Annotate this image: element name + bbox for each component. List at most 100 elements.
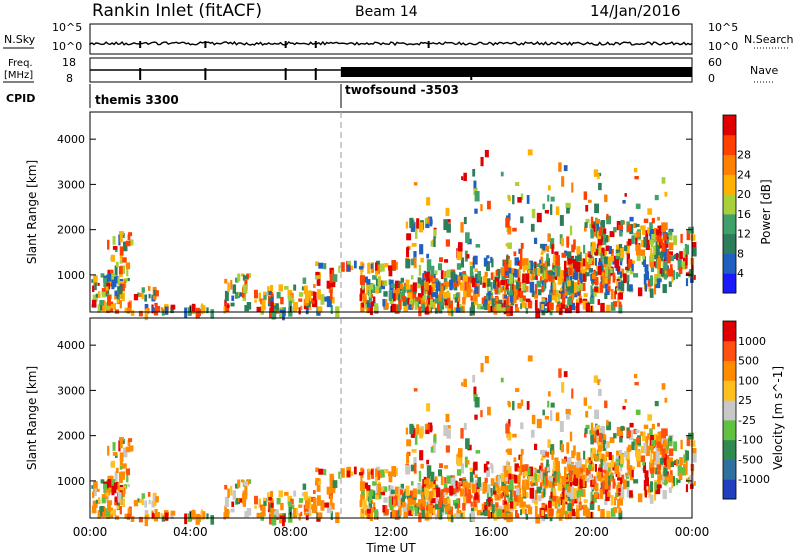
range-cell: [453, 513, 458, 518]
range-cell: [360, 494, 365, 501]
range-cell: [388, 266, 393, 277]
range-cell: [536, 280, 542, 288]
range-cell: [428, 491, 432, 501]
range-cell: [449, 485, 454, 496]
range-cell: [433, 229, 437, 239]
range-cell: [269, 490, 274, 498]
range-cell: [575, 298, 579, 306]
colorbar-segment: [723, 174, 736, 195]
range-cell: [210, 515, 215, 525]
range-cell: [566, 457, 572, 465]
range-cell: [243, 275, 248, 280]
range-cell: [141, 497, 144, 506]
range-cell: [372, 481, 377, 486]
range-cell: [558, 513, 563, 521]
range-cell: [464, 486, 467, 497]
range-cell: [650, 445, 654, 454]
range-cell: [563, 466, 567, 477]
range-cell: [375, 495, 380, 500]
range-cell: [595, 271, 598, 276]
range-cell: [556, 471, 560, 483]
range-cell: [662, 284, 667, 294]
range-cell: [353, 466, 357, 475]
range-cell: [401, 492, 406, 499]
range-cell: [206, 513, 209, 520]
range-cell: [643, 424, 649, 429]
range-cell: [368, 288, 372, 298]
range-cell: [399, 299, 402, 310]
range-cell: [590, 434, 594, 445]
range-cell: [529, 480, 533, 485]
range-cell: [487, 200, 491, 210]
range-cell: [151, 512, 155, 518]
range-cell: [416, 218, 420, 229]
range-cell: [414, 462, 417, 474]
range-cell: [569, 255, 574, 260]
range-cell: [330, 281, 336, 288]
range-cell: [369, 306, 373, 316]
range-cell: [353, 260, 357, 269]
range-cell: [396, 493, 400, 502]
range-cell: [358, 266, 364, 270]
range-cell: [597, 265, 602, 275]
range-cell: [122, 463, 127, 469]
range-cell: [378, 287, 382, 293]
range-cell: [577, 251, 582, 262]
range-cell: [540, 251, 544, 255]
range-cell: [541, 304, 545, 311]
range-cell: [106, 488, 111, 496]
range-cell: [506, 296, 509, 307]
range-cell: [500, 377, 504, 383]
range-cell: [547, 194, 550, 202]
range-cell: [652, 467, 656, 473]
range-cell: [620, 280, 625, 291]
range-cell: [105, 492, 109, 497]
range-cell: [330, 487, 336, 494]
range-cell: [636, 253, 641, 262]
range-cell: [452, 281, 456, 289]
range-cell: [460, 428, 464, 439]
range-cell: [432, 301, 436, 310]
range-cell: [514, 485, 519, 489]
range-cell: [610, 473, 613, 479]
range-cell: [650, 239, 654, 248]
range-cell: [273, 305, 277, 310]
range-cell: [119, 253, 123, 260]
range-cell: [370, 263, 373, 269]
range-cell: [430, 292, 436, 297]
range-cell: [583, 293, 588, 297]
range-cell: [432, 278, 436, 283]
range-cell: [261, 505, 266, 517]
range-cell: [315, 477, 320, 482]
range-cell: [660, 251, 664, 259]
range-cell: [447, 425, 451, 429]
range-cell: [669, 230, 672, 236]
range-cell: [507, 432, 512, 441]
range-cell: [603, 434, 607, 440]
range-cell: [606, 213, 609, 220]
range-cell: [473, 290, 477, 301]
range-cell: [607, 491, 611, 497]
range-cell: [604, 234, 609, 243]
range-cell: [246, 508, 252, 516]
range-cell: [428, 505, 433, 514]
range-cell: [561, 458, 567, 464]
range-cell: [300, 305, 303, 311]
range-cell: [643, 236, 647, 248]
range-cell: [524, 508, 527, 515]
range-cell: [119, 459, 123, 466]
colorbar-tick-label: -1000: [738, 473, 770, 486]
range-cell: [160, 307, 164, 311]
range-cell: [97, 497, 101, 504]
range-cell: [346, 264, 351, 272]
colorbar-segment: [723, 479, 736, 500]
range-cell: [484, 355, 489, 364]
range-cell: [421, 491, 424, 502]
range-cell: [350, 265, 354, 271]
range-cell: [519, 467, 523, 476]
range-cell: [566, 442, 570, 451]
range-cell: [447, 219, 451, 223]
range-cell: [450, 477, 456, 489]
range-cell: [529, 487, 535, 499]
range-cell: [123, 279, 127, 288]
